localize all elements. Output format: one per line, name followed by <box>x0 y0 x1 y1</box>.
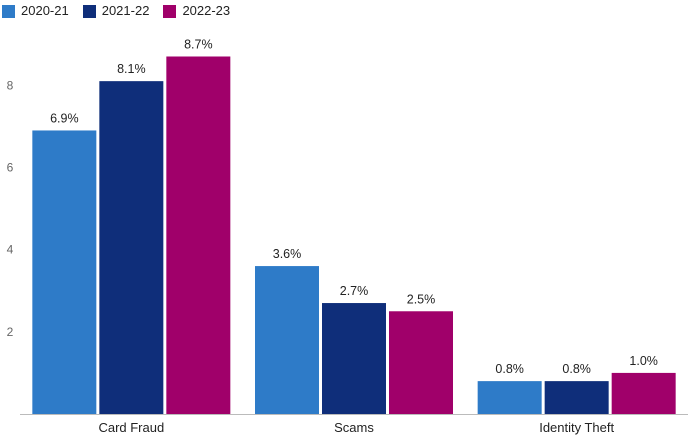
data-label: 8.1% <box>117 62 146 76</box>
legend-item-2021-22: 2021-22 <box>82 3 150 19</box>
bar-2020-21-card-fraud <box>32 130 97 414</box>
bar-2021-22-scams <box>322 303 386 414</box>
bar-2021-22-card-fraud <box>99 81 164 415</box>
y-tick-label: 8 <box>7 78 14 92</box>
legend-swatch-2022-23 <box>163 4 177 18</box>
data-label: 0.8% <box>562 362 591 376</box>
y-tick-label: 6 <box>7 160 14 174</box>
bar-2022-23-identity-theft <box>611 372 676 414</box>
data-label: 1.0% <box>629 354 658 368</box>
bar-2020-21-scams <box>255 266 319 414</box>
x-tick-label: Identity Theft <box>539 420 614 435</box>
legend-swatch-2021-22 <box>82 4 96 18</box>
data-label: 8.7% <box>184 37 213 51</box>
x-tick-label: Card Fraud <box>98 420 164 435</box>
legend: 2020-21 2021-22 2022-23 <box>2 3 230 19</box>
legend-swatch-2020-21 <box>2 4 15 18</box>
y-tick-label: 2 <box>7 325 14 339</box>
data-label: 3.6% <box>273 247 302 261</box>
bar-2021-22-identity-theft <box>544 381 609 414</box>
bar-2022-23-scams <box>389 311 453 414</box>
data-label: 0.8% <box>495 362 524 376</box>
legend-label-2020-21: 2020-21 <box>21 3 69 18</box>
x-tick-label: Scams <box>334 420 374 435</box>
y-tick-label: 4 <box>7 243 14 257</box>
data-label: 2.7% <box>340 284 369 298</box>
legend-label-2022-23: 2022-23 <box>182 3 231 18</box>
data-label: 6.9% <box>50 111 79 125</box>
bar-2022-23-card-fraud <box>166 56 231 415</box>
data-label: 2.5% <box>407 292 436 306</box>
legend-label-2021-22: 2021-22 <box>101 3 150 18</box>
legend-item-2020-21: 2020-21 <box>2 3 69 19</box>
legend-item-2022-23: 2022-23 <box>163 3 230 19</box>
bar-2020-21-identity-theft <box>477 381 542 414</box>
